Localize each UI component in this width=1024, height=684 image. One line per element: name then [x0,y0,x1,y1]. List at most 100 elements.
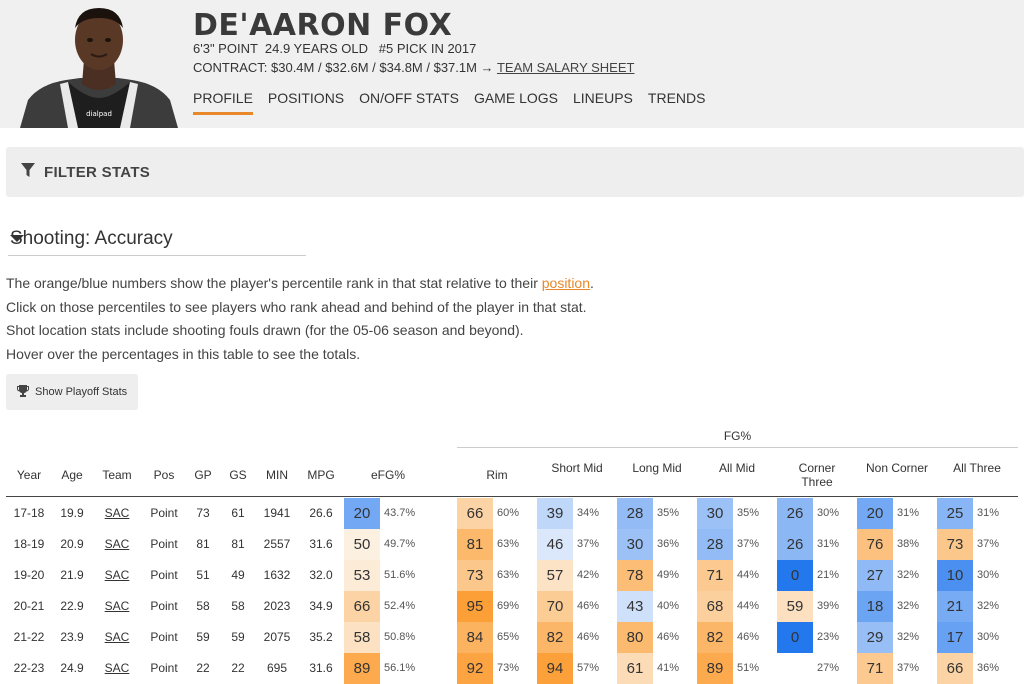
percentage-value[interactable]: 41% [657,662,680,674]
percentile-cell[interactable]: 92 [457,653,493,684]
percentage-value[interactable]: 50.8% [384,631,416,643]
nav-lineups[interactable]: LINEUPS [572,90,633,106]
percentile-cell[interactable]: 71 [697,560,733,591]
team-salary-link[interactable]: TEAM SALARY SHEET [496,60,635,75]
percentage-value[interactable]: 31% [977,507,1000,519]
percentile-cell[interactable]: 18 [857,591,893,622]
percentage-value[interactable]: 35% [657,507,680,519]
percentile-cell[interactable]: 80 [617,622,653,653]
percentile-cell[interactable]: 95 [457,591,493,622]
percentile-cell[interactable]: 29 [857,622,893,653]
percentile-cell[interactable]: 73 [937,529,973,560]
percentage-value[interactable]: 63% [497,569,520,581]
percentile-cell[interactable]: 71 [857,653,893,684]
column-header[interactable]: MIN [266,468,288,482]
percentage-value[interactable]: 56.1% [384,662,416,674]
percentile-cell[interactable]: 66 [344,591,380,622]
percentage-value[interactable]: 65% [497,631,520,643]
percentage-value[interactable]: 57% [577,662,600,674]
percentile-cell[interactable]: 28 [617,498,653,529]
percentile-cell[interactable]: 61 [617,653,653,684]
percentile-cell[interactable]: 58 [344,622,380,653]
percentile-cell[interactable]: 27 [857,560,893,591]
percentage-value[interactable]: 35% [737,507,760,519]
percentage-value[interactable]: 52.4% [384,600,416,612]
percentile-cell[interactable]: 89 [344,653,380,684]
percentile-cell[interactable]: 43 [617,591,653,622]
percentage-value[interactable]: 42% [577,569,600,581]
percentile-cell[interactable]: 53 [344,560,380,591]
stat-category-select[interactable]: Shooting: Accuracy [8,222,306,256]
percentile-cell[interactable]: 50 [344,529,380,560]
percentage-value[interactable]: 34% [577,507,600,519]
percentage-value[interactable]: 44% [737,600,760,612]
percentile-cell[interactable]: 57 [537,560,573,591]
column-header[interactable]: Long Mid [632,461,682,475]
percentile-cell[interactable]: 20 [857,498,893,529]
percentage-value[interactable]: 46% [577,600,600,612]
column-header[interactable]: Pos [153,468,175,482]
percentage-value[interactable]: 73% [497,662,520,674]
column-header[interactable]: All Three [953,461,1001,475]
percentage-value[interactable]: 49.7% [384,538,416,550]
percentage-value[interactable]: 46% [657,631,680,643]
percentile-cell[interactable]: 26 [777,529,813,560]
nav-trends[interactable]: TRENDS [647,90,706,106]
percentage-value[interactable]: 43.7% [384,507,416,519]
percentage-value[interactable]: 37% [577,538,600,550]
percentage-value[interactable]: 38% [897,538,920,550]
column-header[interactable]: GP [194,468,212,482]
cell-team[interactable]: SAC [104,630,130,644]
percentile-cell[interactable]: 28 [697,529,733,560]
percentile-cell[interactable]: 26 [777,498,813,529]
percentage-value[interactable]: 30% [977,631,1000,643]
percentage-value[interactable]: 32% [897,569,920,581]
percentage-value[interactable]: 31% [817,538,840,550]
percentage-value[interactable]: 31% [897,507,920,519]
percentage-value[interactable]: 63% [497,538,520,550]
percentile-cell[interactable]: 89 [697,653,733,684]
percentile-cell[interactable]: 17 [937,622,973,653]
percentage-value[interactable]: 49% [657,569,680,581]
cell-team[interactable]: SAC [104,537,130,551]
column-header[interactable]: Non Corner [865,461,929,475]
percentile-cell[interactable]: 20 [344,498,380,529]
percentile-cell[interactable]: 81 [457,529,493,560]
cell-team[interactable]: SAC [104,568,130,582]
percentage-value[interactable]: 37% [897,662,920,674]
nav-game-logs[interactable]: GAME LOGS [473,90,558,106]
column-header[interactable]: All Mid [718,461,755,475]
percentile-cell[interactable]: 68 [697,591,733,622]
percentage-value[interactable]: 30% [977,569,1000,581]
cell-team[interactable]: SAC [104,661,130,675]
filter-stats-bar[interactable]: FILTER STATS [6,147,1024,197]
percentile-cell[interactable]: 76 [857,529,893,560]
percentile-cell[interactable]: 0 [777,560,813,591]
percentage-value[interactable]: 23% [817,631,840,643]
percentile-cell[interactable]: 59 [777,591,813,622]
percentile-cell[interactable] [777,653,813,684]
position-link[interactable]: position [541,275,591,291]
nav-profile[interactable]: PROFILE [193,90,253,115]
percentage-value[interactable]: 46% [577,631,600,643]
percentage-value[interactable]: 51% [737,662,760,674]
percentile-cell[interactable]: 0 [777,622,813,653]
percentage-value[interactable]: 51.6% [384,569,416,581]
percentage-value[interactable]: 39% [817,600,840,612]
column-header[interactable]: MPG [307,468,335,482]
percentage-value[interactable]: 30% [817,507,840,519]
column-header[interactable]: eFG% [370,468,405,482]
percentage-value[interactable]: 40% [657,600,680,612]
column-header[interactable]: GS [229,468,247,482]
column-header[interactable]: Rim [486,468,508,482]
percentile-cell[interactable]: 70 [537,591,573,622]
percentile-cell[interactable]: 10 [937,560,973,591]
percentile-cell[interactable]: 21 [937,591,973,622]
cell-team[interactable]: SAC [104,599,130,613]
percentage-value[interactable]: 36% [977,662,1000,674]
column-header[interactable]: Corner Three [798,461,836,489]
percentage-value[interactable]: 21% [817,569,840,581]
percentage-value[interactable]: 36% [657,538,680,550]
percentile-cell[interactable]: 73 [457,560,493,591]
percentile-cell[interactable]: 78 [617,560,653,591]
